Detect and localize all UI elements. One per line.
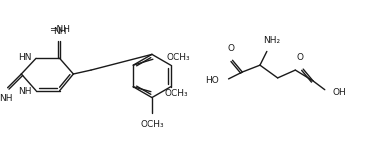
Text: =NH: =NH (49, 25, 70, 34)
Text: O: O (227, 44, 234, 53)
Text: NH₂: NH₂ (263, 36, 280, 45)
Text: OCH₃: OCH₃ (167, 53, 190, 62)
Text: O: O (297, 53, 304, 62)
Text: OCH₃: OCH₃ (140, 120, 164, 129)
Text: NH: NH (53, 27, 66, 36)
Text: NH: NH (18, 87, 31, 96)
Text: OCH₃: OCH₃ (164, 89, 188, 98)
Text: NH: NH (0, 94, 13, 103)
Text: OH: OH (333, 88, 346, 97)
Text: HN: HN (18, 53, 31, 62)
Text: HO: HO (205, 76, 219, 85)
